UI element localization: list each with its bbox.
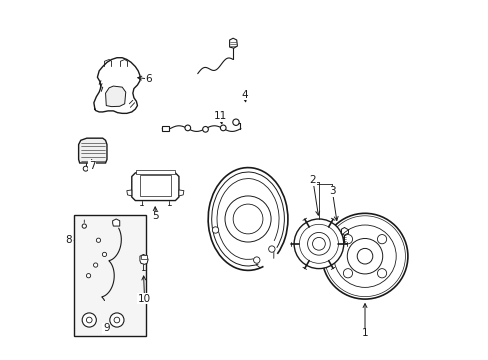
Circle shape (324, 216, 405, 297)
Text: 11: 11 (213, 111, 226, 121)
Circle shape (307, 233, 329, 255)
Bar (140, 175, 171, 196)
Circle shape (212, 227, 218, 233)
Circle shape (82, 224, 86, 228)
Circle shape (233, 204, 263, 234)
Text: 4: 4 (241, 90, 247, 100)
Circle shape (220, 125, 225, 131)
Circle shape (202, 126, 208, 132)
Circle shape (299, 224, 338, 263)
Polygon shape (132, 173, 179, 201)
Text: 7: 7 (89, 161, 95, 171)
Polygon shape (105, 86, 125, 107)
Ellipse shape (147, 180, 163, 191)
Polygon shape (126, 190, 132, 196)
Circle shape (253, 257, 260, 263)
Circle shape (96, 238, 101, 242)
Text: 8: 8 (65, 235, 72, 245)
Polygon shape (140, 255, 148, 264)
Circle shape (82, 313, 96, 327)
Circle shape (343, 269, 352, 278)
Bar (162, 126, 169, 131)
Circle shape (86, 317, 92, 323)
Circle shape (86, 274, 90, 278)
Text: 1: 1 (361, 328, 367, 338)
Circle shape (377, 269, 386, 278)
Circle shape (114, 317, 120, 323)
Circle shape (377, 235, 386, 244)
Circle shape (184, 125, 190, 131)
Circle shape (322, 213, 407, 299)
Text: 5: 5 (152, 211, 158, 221)
Text: 2: 2 (309, 175, 316, 185)
Bar (141, 255, 146, 259)
Polygon shape (79, 138, 107, 163)
Circle shape (268, 246, 274, 252)
Circle shape (93, 263, 98, 267)
Circle shape (102, 252, 106, 257)
Circle shape (356, 248, 372, 264)
Text: 6: 6 (145, 74, 152, 84)
Polygon shape (179, 190, 183, 196)
Text: 9: 9 (103, 323, 109, 333)
Circle shape (343, 235, 352, 244)
Circle shape (224, 196, 270, 242)
Circle shape (83, 166, 88, 171)
Text: 10: 10 (138, 294, 151, 304)
Bar (74, 215, 146, 336)
Bar (136, 170, 174, 174)
Polygon shape (112, 219, 120, 226)
Circle shape (110, 313, 124, 327)
Polygon shape (229, 38, 237, 48)
Text: 3: 3 (328, 186, 335, 196)
Circle shape (346, 238, 382, 274)
Circle shape (293, 219, 343, 269)
Circle shape (312, 238, 325, 250)
Circle shape (333, 225, 395, 287)
Circle shape (232, 119, 239, 125)
